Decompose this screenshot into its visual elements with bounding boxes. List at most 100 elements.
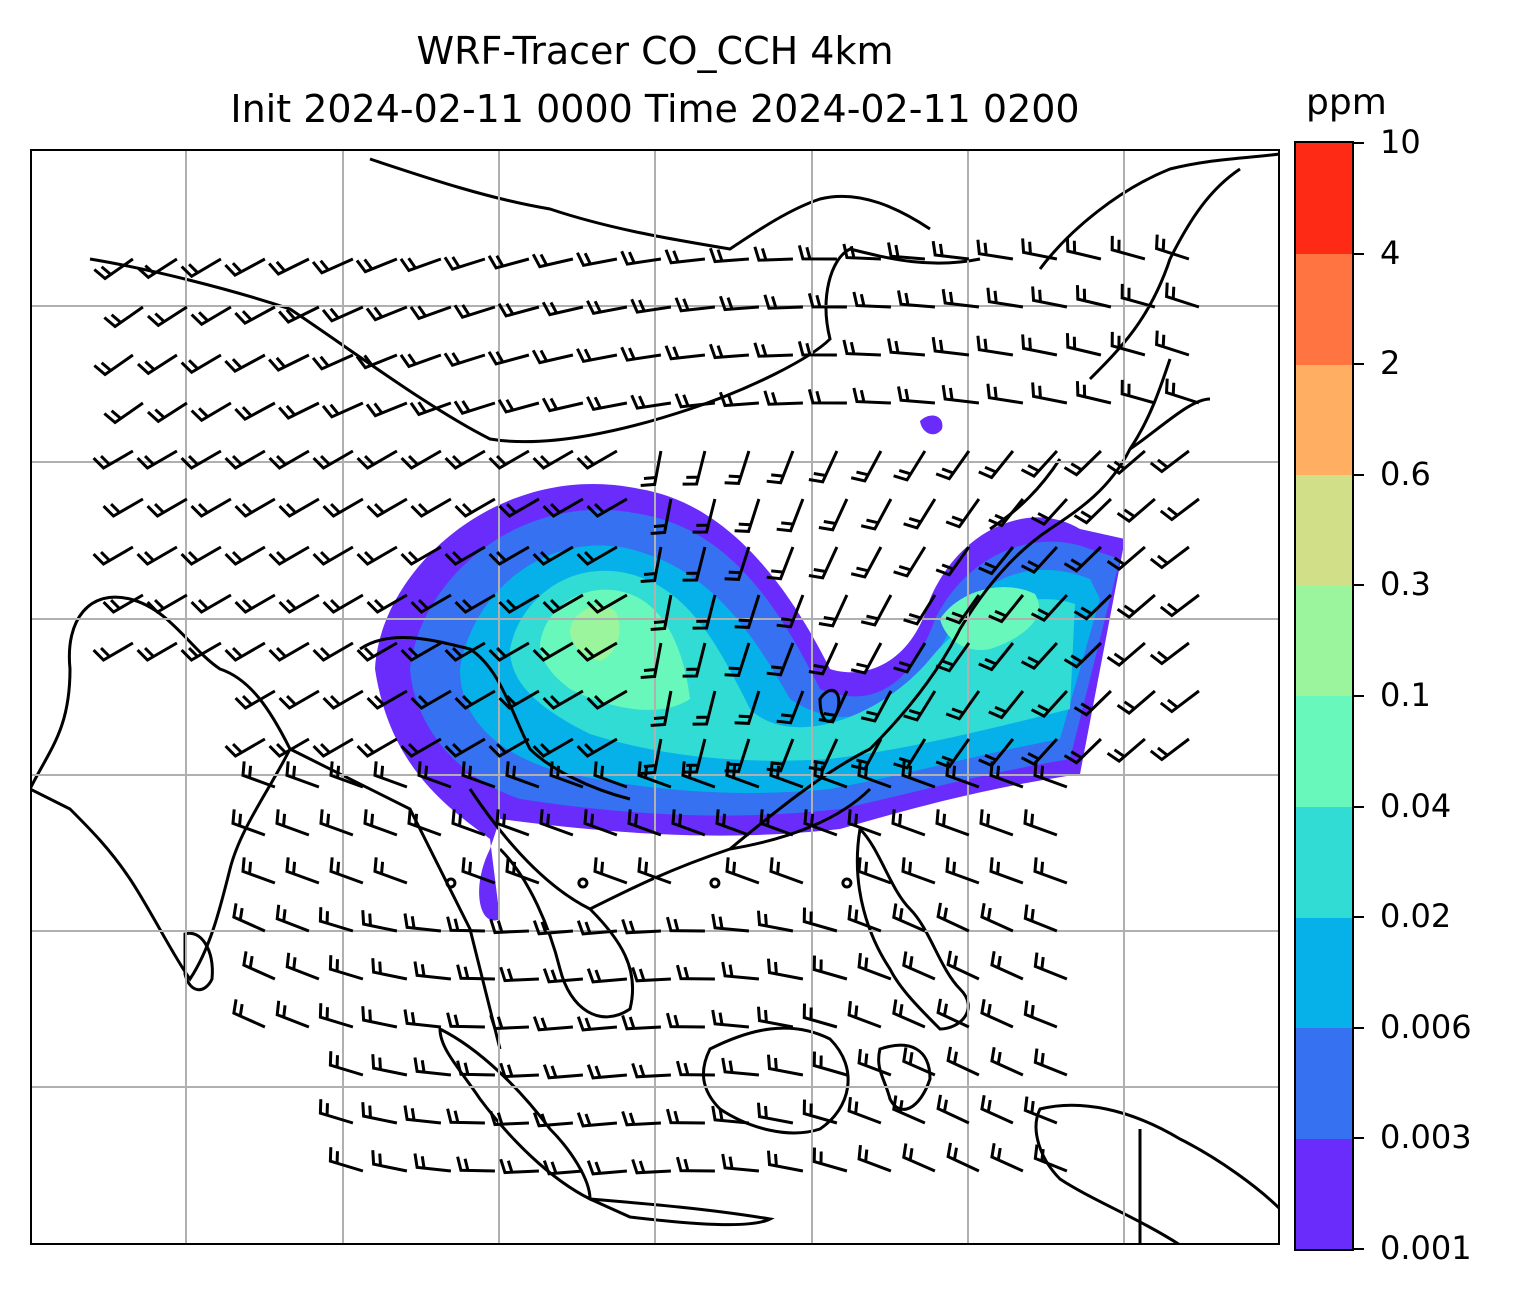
wind-barb [892,1095,926,1125]
wind-barb [180,641,222,662]
wind-barb [136,641,178,662]
wind-barb [989,857,1024,885]
wind-barb [1073,593,1112,621]
wind-barb [371,1054,408,1077]
wind-barb [766,546,795,581]
wind-barb [461,857,496,885]
wind-barb [1033,1144,1068,1173]
wind-barb [797,340,837,357]
wind-barb [363,809,398,837]
wind-barb [675,964,715,981]
wind-barb [531,253,574,269]
wind-barb [902,1047,936,1077]
wind-barb [620,250,662,266]
wind-barb [361,1006,398,1029]
wind-barb [586,1160,628,1176]
wind-barb [852,291,891,309]
wind-barb [769,857,804,885]
wind-barb [797,244,837,261]
coast-java [589,1197,775,1227]
wind-barb [407,809,442,837]
wind-barb [986,287,1024,309]
wind-barb [532,1112,574,1128]
wind-barb [901,857,936,885]
wind-barb [675,1060,715,1077]
wind-barb [978,642,1015,672]
wind-barb [454,689,496,710]
wind-barb [857,761,892,789]
wind-barb [675,1156,715,1173]
wind-barb [891,809,926,837]
wind-barb [1116,497,1156,524]
colorbar-tick [1354,584,1364,587]
wind-barb [586,300,628,316]
wind-barb [980,902,1014,933]
wind-barb [532,641,574,662]
wind-barb [542,968,584,984]
wind-barb [893,450,927,482]
wind-barb [893,546,927,578]
wind-barb [268,449,310,470]
wind-barb [776,498,805,533]
wind-barb [897,386,936,405]
wind-barb [1159,689,1200,714]
wind-barb [224,641,266,662]
wind-barb [897,290,936,309]
wind-barb [103,305,144,329]
wind-barb [721,1057,760,1077]
colorbar-segment [1296,806,1352,918]
colorbar-tick-label: 0.003 [1380,1118,1472,1157]
wind-barb [329,761,364,789]
wind-barb [640,450,663,487]
wind-barb [328,1051,364,1077]
coast-borneo [701,1026,850,1135]
wind-barb [812,1051,848,1077]
wind-barb [224,449,266,470]
wind-barb [410,593,452,614]
wind-barb [403,1009,442,1029]
wind-barb [1110,235,1146,261]
plume-patch-north [920,415,943,435]
wind-barb [268,641,310,662]
wind-barb [489,1110,529,1127]
wind-barb [532,545,574,566]
wind-barb [444,449,486,470]
wind-barb [852,387,891,405]
wind-barb [621,1015,661,1031]
wind-barb [576,1016,618,1032]
wind-barb [1075,381,1112,405]
wind-barb [241,761,276,789]
wind-barb [857,1048,892,1077]
wind-barb [268,257,310,276]
wind-barb [453,400,496,415]
colorbar-tick [1354,1248,1364,1250]
wind-barb [400,641,442,662]
wind-barb [1023,1000,1058,1029]
wind-barb [541,397,584,413]
wind-barb [321,305,364,323]
wind-barb [708,247,750,264]
coast-korea-japan [989,167,1241,531]
wind-barb [146,497,188,518]
wind-barb [664,249,706,265]
wind-barb [621,919,661,935]
wind-barb [102,497,144,518]
colorbar-tick [1354,1026,1364,1029]
wind-barb [682,642,707,678]
wind-barb [311,353,354,371]
wind-barb [945,857,980,885]
wind-barb [857,857,892,885]
wind-barb [753,342,793,358]
wind-barb [945,498,981,529]
wind-barb [495,809,530,837]
wind-barb [941,288,980,309]
wind-barb [234,689,276,710]
wind-barb [400,737,442,758]
wind-barb [807,388,847,405]
wind-barb [860,690,893,723]
wind-barb [1116,689,1156,716]
wind-barb [756,1006,794,1029]
wind-barb [718,391,760,408]
wind-barb [366,689,408,710]
wind-barb [724,642,751,677]
